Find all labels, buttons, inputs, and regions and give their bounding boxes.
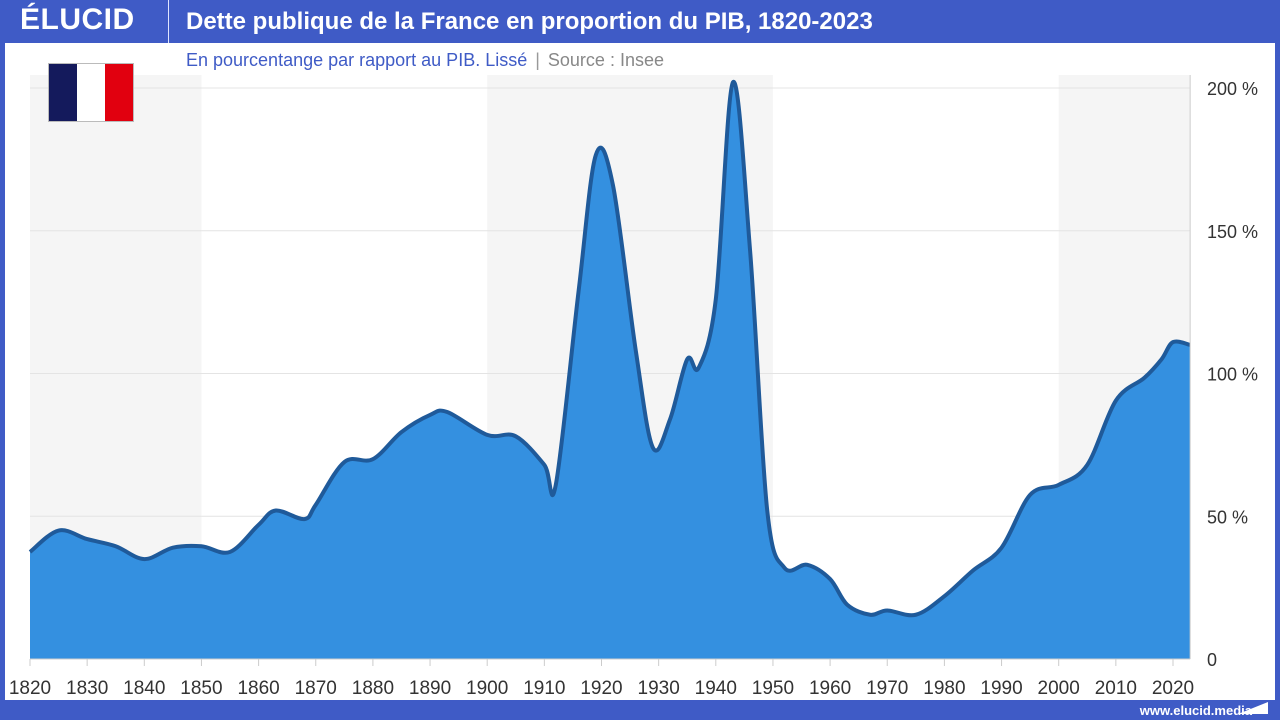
x-tick-label: 1830 [66, 678, 108, 699]
subtitle-separator: | [535, 50, 540, 70]
x-tick-label: 1950 [752, 678, 794, 699]
x-tick-label: 1900 [466, 678, 508, 699]
x-tick-label: 1880 [352, 678, 394, 699]
subtitle-text: En pourcentange par rapport au PIB. Liss… [186, 50, 528, 70]
y-tick-label: 0 [1207, 650, 1217, 670]
x-tick-label: 1890 [409, 678, 451, 699]
source-text: Source : Insee [547, 50, 664, 70]
x-tick-label: 1820 [9, 678, 51, 699]
x-tick-label: 1910 [523, 678, 565, 699]
x-tick-label: 1990 [980, 678, 1022, 699]
debt-line [28, 80, 1191, 618]
x-tick-label: 1960 [809, 678, 851, 699]
header-divider [168, 0, 169, 43]
footer-url[interactable]: www.elucid.media [1139, 703, 1252, 718]
x-tick-label: 1940 [695, 678, 737, 699]
france-flag-icon [48, 63, 134, 122]
elucid-logo: ÉLUCID [20, 3, 135, 36]
y-tick-label: 50 % [1207, 507, 1248, 527]
x-tick-label: 1860 [237, 678, 279, 699]
x-tick-label: 2020 [1152, 678, 1194, 699]
x-tick-label: 1840 [123, 678, 165, 699]
x-tick-label: 1980 [923, 678, 965, 699]
x-tick-label: 1870 [295, 678, 337, 699]
x-tick-label: 1970 [866, 678, 908, 699]
chart-subtitle: En pourcentange par rapport au PIB. Liss… [186, 50, 664, 71]
y-tick-label: 150 % [1207, 222, 1258, 242]
chart-title: Dette publique de la France en proportio… [186, 8, 873, 35]
x-tick-label: 1930 [638, 678, 680, 699]
x-tick-label: 1850 [180, 678, 222, 699]
debt-area [30, 81, 1191, 659]
header: ÉLUCID Dette publique de la France en pr… [0, 0, 1280, 43]
x-tick-label: 1920 [580, 678, 622, 699]
x-tick-label: 2000 [1038, 678, 1080, 699]
y-tick-label: 100 % [1207, 365, 1258, 385]
elucid-mark-icon [1238, 702, 1268, 714]
y-tick-label: 200 % [1207, 79, 1258, 99]
x-tick-label: 2010 [1095, 678, 1137, 699]
